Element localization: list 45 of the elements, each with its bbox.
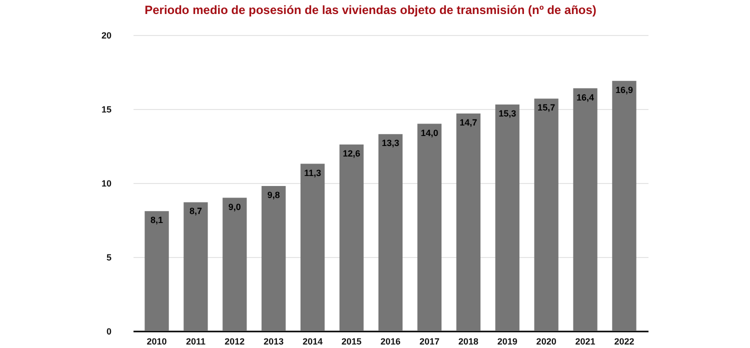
x-tick-label: 2013 bbox=[264, 336, 284, 346]
bar bbox=[300, 164, 325, 331]
x-tick-label: 2016 bbox=[380, 336, 401, 346]
data-label: 15,3 bbox=[498, 108, 516, 119]
data-label: 14,0 bbox=[420, 128, 438, 138]
bar bbox=[184, 202, 208, 331]
y-tick-label: 15 bbox=[101, 104, 112, 114]
x-tick-label: 2010 bbox=[146, 336, 167, 346]
x-tick-label: 2022 bbox=[614, 336, 634, 346]
data-label: 16,4 bbox=[576, 92, 594, 102]
x-tick-label: 2020 bbox=[536, 336, 556, 346]
x-tick-label: 2015 bbox=[342, 336, 362, 346]
y-tick-label: 20 bbox=[101, 30, 112, 40]
bar bbox=[456, 113, 480, 331]
data-label: 16,9 bbox=[615, 84, 633, 95]
x-tick-label: 2012 bbox=[224, 336, 245, 346]
x-tick-label: 2021 bbox=[575, 336, 596, 346]
bar bbox=[144, 211, 169, 331]
bar bbox=[534, 98, 558, 331]
bar bbox=[339, 144, 364, 331]
y-tick-label: 10 bbox=[101, 178, 112, 188]
bar bbox=[417, 124, 442, 331]
x-tick-label: 2018 bbox=[458, 336, 478, 346]
bar bbox=[573, 88, 598, 331]
data-label: 15,7 bbox=[538, 102, 556, 113]
bar bbox=[495, 104, 520, 331]
bar bbox=[222, 198, 247, 331]
data-label: 14,7 bbox=[460, 117, 478, 128]
x-tick-label: 2019 bbox=[497, 336, 518, 346]
data-label: 9,0 bbox=[228, 202, 241, 212]
data-label: 9,8 bbox=[267, 190, 280, 200]
data-label: 8,1 bbox=[150, 215, 164, 226]
data-label: 12,6 bbox=[342, 148, 360, 159]
chart-title: Periodo medio de posesión de las viviendas objeto de transmisión (nº de años) bbox=[144, 3, 596, 17]
bar bbox=[262, 186, 286, 331]
data-label: 13,3 bbox=[382, 138, 400, 148]
x-tick-label: 2014 bbox=[302, 336, 323, 346]
x-tick-label: 2011 bbox=[186, 336, 206, 346]
bar bbox=[378, 134, 403, 331]
bar bbox=[612, 80, 636, 331]
data-label: 8,7 bbox=[189, 206, 202, 216]
y-tick-label: 0 bbox=[106, 326, 112, 336]
y-tick-label: 5 bbox=[106, 252, 112, 262]
data-label: 11,3 bbox=[304, 168, 322, 178]
x-tick-label: 2017 bbox=[419, 336, 440, 346]
